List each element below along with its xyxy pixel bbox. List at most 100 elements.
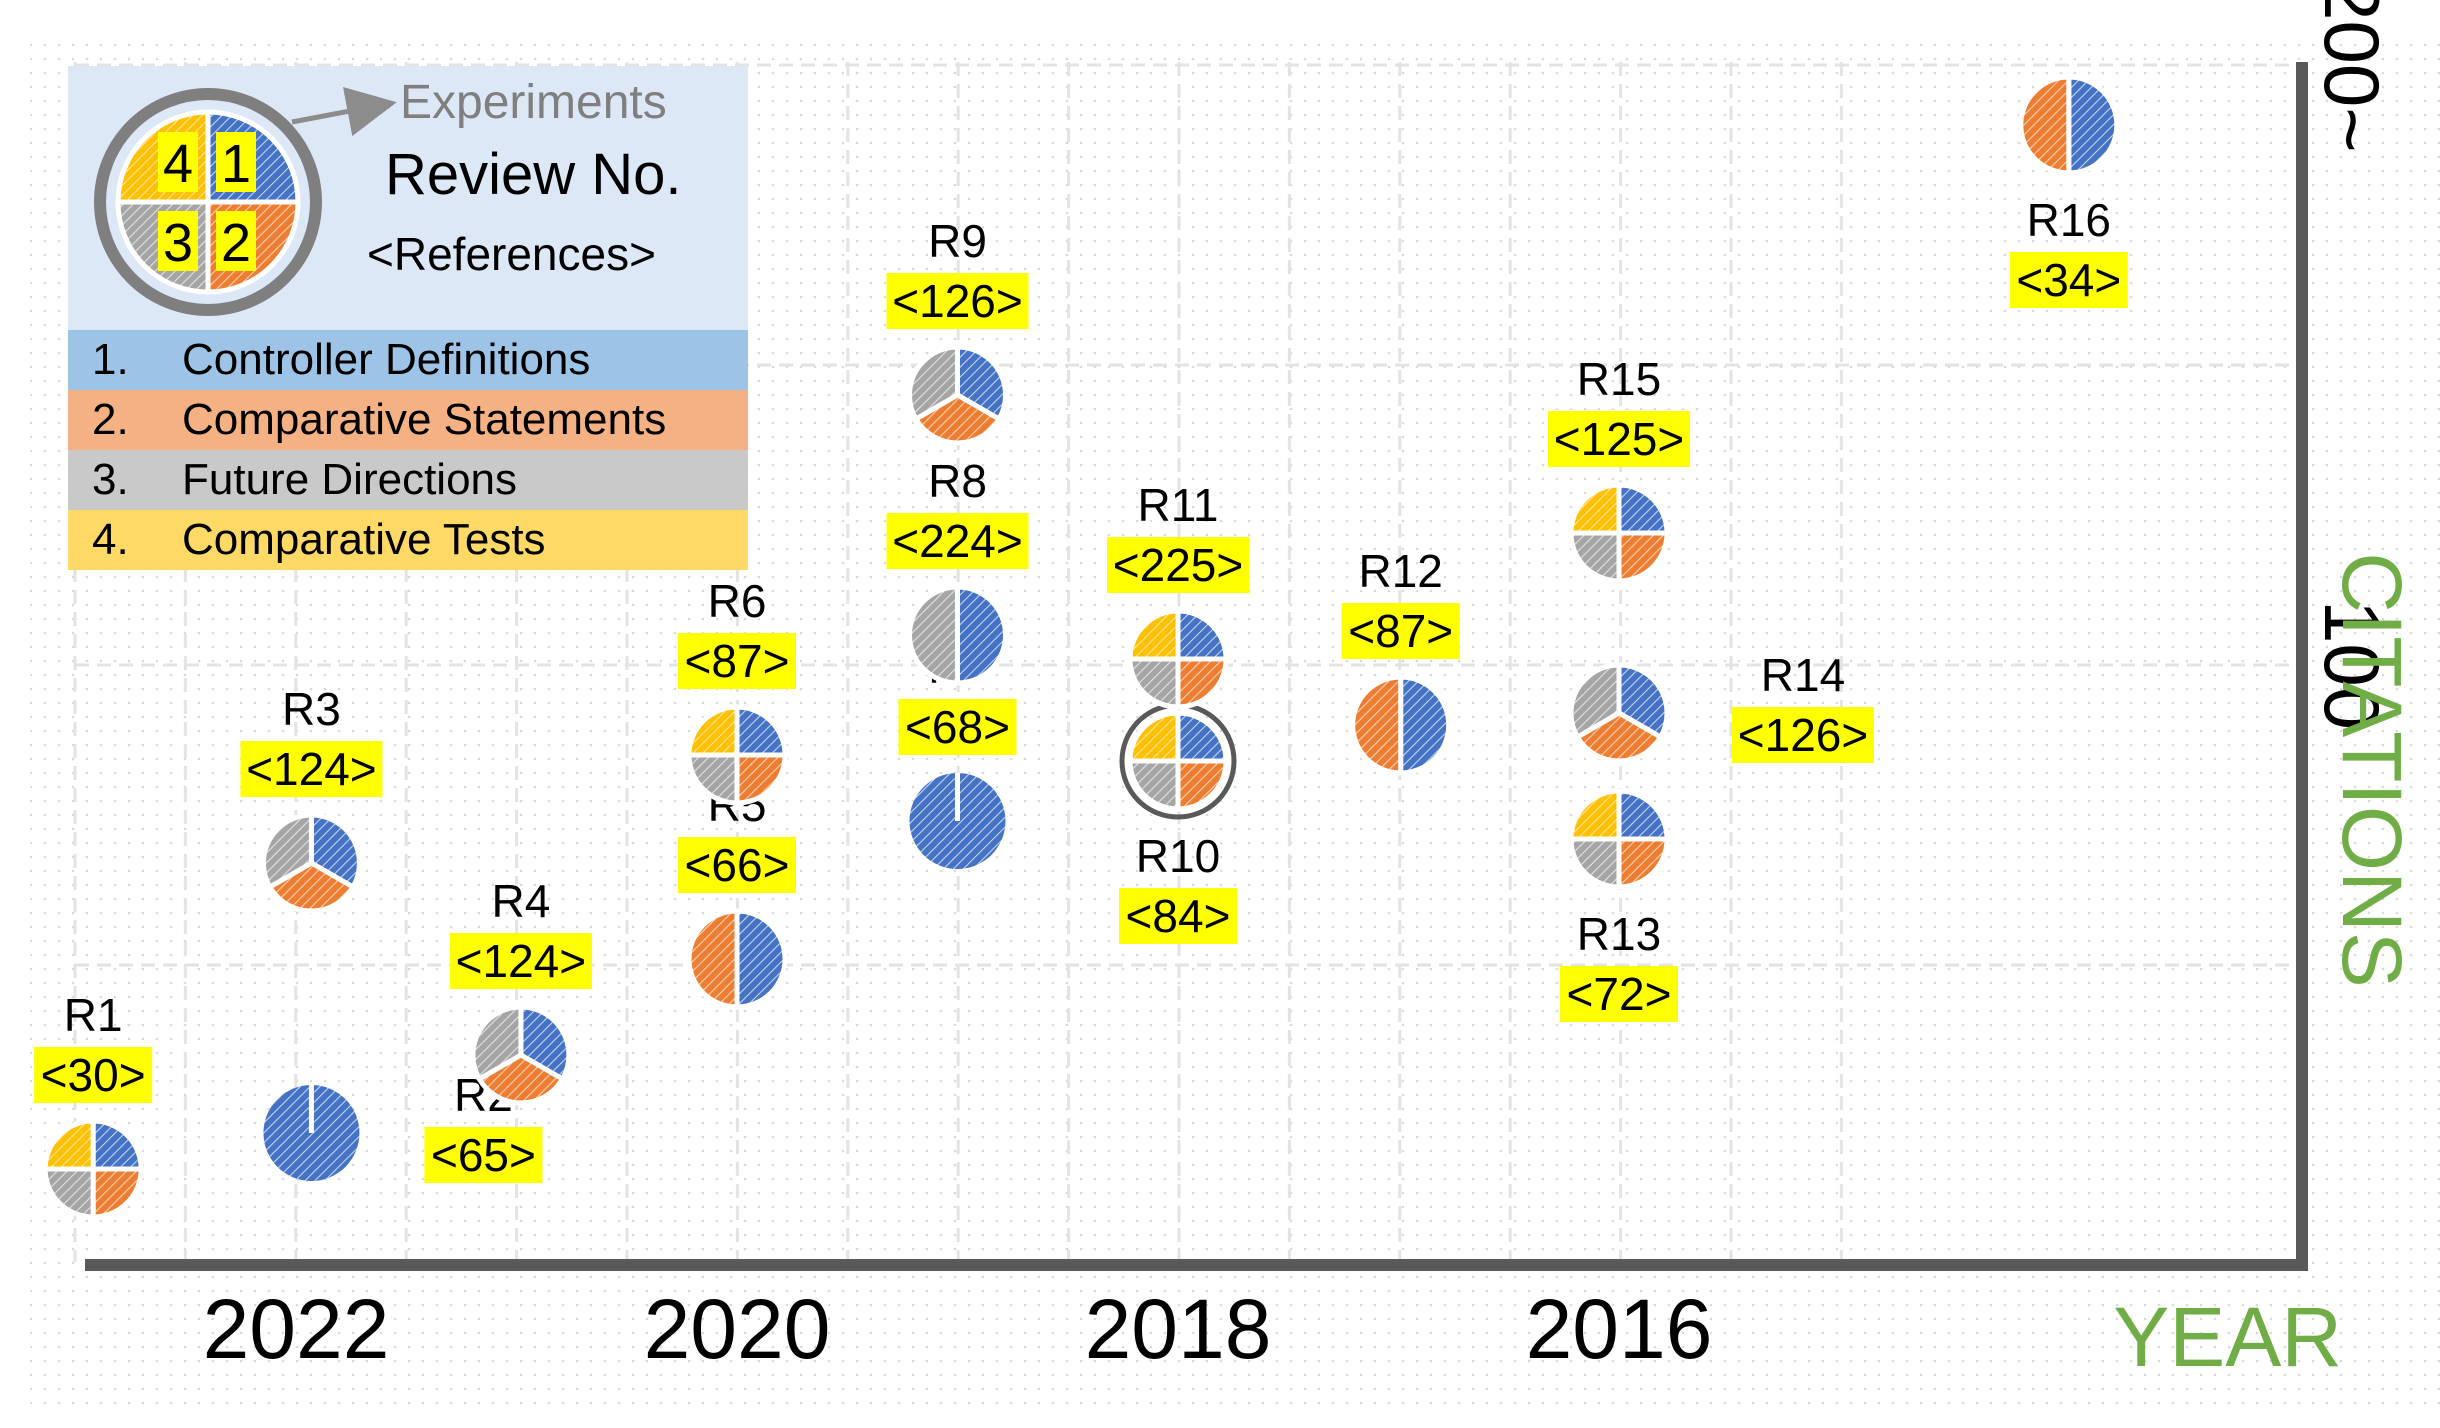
legend-arrow: [291, 86, 397, 137]
y-axis-title: CITATIONS: [2325, 552, 2419, 988]
legend-subtitle: <References>: [367, 228, 656, 280]
review-refs-box: [678, 633, 796, 689]
legend-number-box: [216, 211, 256, 271]
review-refs: <34>: [2016, 254, 2121, 306]
review-r3: R3 <124>: [240, 683, 383, 914]
review-label: R3: [282, 683, 341, 735]
review-r10: R10 <84>: [1119, 702, 1237, 944]
review-pie: [686, 704, 788, 806]
review-label: R6: [708, 575, 767, 627]
y-tick-label: 200~: [2308, 0, 2396, 153]
review-r1: R1 <30>: [34, 989, 153, 1220]
pie-slice: [261, 812, 314, 890]
review-r8: R8 <224>: [886, 455, 1029, 686]
legend: 4 13 2 Experiments Review No. <References>…: [68, 66, 748, 570]
pie-slice: [1568, 482, 1622, 536]
review-pie: [1568, 662, 1670, 764]
x-tick-label: 2022: [203, 1282, 390, 1376]
pie-slice: [42, 1166, 96, 1220]
review-refs: <225>: [1113, 539, 1243, 591]
legend-number: 1: [221, 134, 251, 194]
legend-item-label: Comparative Tests: [182, 515, 546, 564]
pie-slice: [734, 908, 788, 1010]
review-refs: <126>: [1738, 709, 1868, 761]
review-pie: [263, 1085, 360, 1181]
pie-slice: [42, 1118, 96, 1172]
legend-example-marker: 4 13 2: [94, 88, 322, 316]
x-tick-label: 2020: [644, 1282, 831, 1376]
review-label: R12: [1359, 545, 1443, 597]
review-pie: [42, 1118, 144, 1220]
review-refs-box: [1341, 603, 1460, 659]
legend-item-band: [68, 450, 748, 510]
legend-number-box: [216, 132, 256, 192]
review-refs-box: [34, 1047, 153, 1103]
pie-slice: [1616, 530, 1670, 584]
review-refs-box: [449, 933, 592, 989]
review-refs-box: [1107, 537, 1249, 593]
legend-item-band: [68, 510, 748, 570]
pie-slice: [1175, 656, 1229, 710]
legend-number-box: [158, 211, 198, 271]
legend-item-number: 4.: [92, 515, 129, 564]
pie-slice: [734, 752, 788, 806]
pie-slice: [1568, 530, 1622, 584]
review-r6: R6 <87>: [678, 575, 796, 806]
review-refs-box: [1560, 966, 1678, 1022]
pie-slice: [1127, 608, 1181, 662]
legend-number: 4: [163, 134, 193, 194]
review-pie: [470, 1004, 572, 1106]
review-pie: [907, 584, 1008, 686]
legend-item: 1. Controller Definitions: [68, 330, 748, 390]
review-refs-box: [1548, 411, 1690, 467]
review-refs: <65>: [431, 1129, 536, 1181]
legend-number: 2: [221, 213, 251, 273]
pie-slice: [734, 704, 788, 758]
review-refs-box: [240, 741, 383, 797]
legend-item: 4. Comparative Tests: [68, 510, 748, 570]
review-refs: <125>: [1554, 413, 1684, 465]
legend-item-label: Controller Definitions: [182, 335, 590, 384]
review-r4: R4 <124>: [449, 875, 592, 1106]
pie-slice: [1616, 836, 1670, 890]
data-points: R1<30>R2<65>R3<124>R4<124>R5<66>R6<87>R7…: [34, 74, 2128, 1220]
review-label: R4: [492, 875, 551, 927]
pie-slice: [955, 584, 1008, 686]
pie-slice: [1350, 674, 1404, 776]
pie-slice: [907, 584, 960, 686]
review-refs-box: [1119, 888, 1237, 944]
review-pie: [1350, 674, 1452, 776]
legend-title: Review No.: [385, 142, 682, 207]
review-refs-box: [2009, 252, 2128, 308]
review-refs: <124>: [456, 935, 586, 987]
review-refs: <30>: [41, 1049, 146, 1101]
review-label: R15: [1577, 353, 1661, 405]
legend-item-number: 2.: [92, 395, 129, 444]
review-refs-box: [886, 273, 1029, 329]
review-refs-box: [424, 1127, 543, 1183]
legend-item-number: 1.: [92, 335, 129, 384]
review-refs: <87>: [685, 635, 790, 687]
review-label: R11: [1138, 479, 1219, 531]
review-pie: [686, 908, 788, 1010]
review-r12: R12 <87>: [1341, 545, 1460, 776]
review-r15: R15 <125>: [1548, 353, 1690, 584]
review-refs: <126>: [892, 275, 1022, 327]
review-refs-box: [886, 513, 1029, 569]
review-pie: [1127, 608, 1229, 710]
pie-slice: [907, 344, 960, 422]
review-r13: R13 <72>: [1560, 788, 1678, 1022]
review-refs: <66>: [685, 839, 790, 891]
review-label: R9: [928, 215, 987, 267]
pie-slice: [686, 752, 740, 806]
review-label: R13: [1577, 908, 1661, 960]
y-tick-labels: 100 200~: [2308, 0, 2396, 730]
review-pie: [1568, 788, 1670, 890]
pie-slice: [1568, 836, 1622, 890]
pie-slice: [267, 860, 356, 914]
review-refs: <224>: [892, 515, 1022, 567]
pie-slice: [1175, 758, 1229, 812]
legend-item-label: Comparative Statements: [182, 395, 666, 444]
review-refs: <68>: [905, 701, 1010, 753]
